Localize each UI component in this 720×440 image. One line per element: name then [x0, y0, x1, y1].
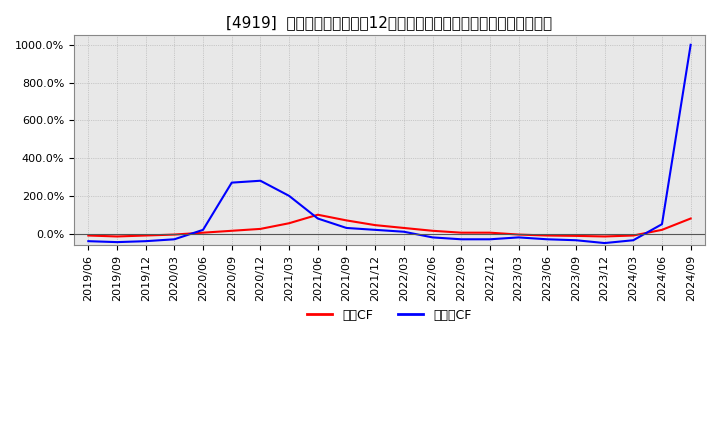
営業CF	[457, 230, 466, 235]
フリーCF	[112, 239, 121, 245]
フリーCF	[428, 235, 437, 240]
フリーCF	[543, 237, 552, 242]
フリーCF	[84, 238, 93, 244]
営業CF	[514, 232, 523, 237]
フリーCF	[342, 225, 351, 231]
フリーCF	[170, 237, 179, 242]
営業CF	[256, 226, 265, 231]
Line: フリーCF: フリーCF	[89, 45, 690, 243]
Legend: 営業CF, フリーCF: 営業CF, フリーCF	[302, 304, 477, 327]
Line: 営業CF: 営業CF	[89, 215, 690, 236]
営業CF	[141, 233, 150, 238]
営業CF	[657, 227, 666, 232]
営業CF	[485, 230, 494, 235]
フリーCF	[313, 216, 322, 221]
フリーCF	[141, 238, 150, 244]
フリーCF	[199, 227, 207, 232]
フリーCF	[629, 238, 638, 243]
フリーCF	[572, 238, 580, 243]
Title: [4919]  キャッシュフローの12か月移動合計の対前年同期増減率の推移: [4919] キャッシュフローの12か月移動合計の対前年同期増減率の推移	[226, 15, 552, 30]
フリーCF	[228, 180, 236, 185]
営業CF	[371, 223, 379, 228]
営業CF	[686, 216, 695, 221]
営業CF	[285, 220, 294, 226]
営業CF	[629, 233, 638, 238]
営業CF	[228, 228, 236, 234]
フリーCF	[600, 240, 609, 246]
フリーCF	[657, 222, 666, 227]
営業CF	[572, 233, 580, 238]
フリーCF	[514, 235, 523, 240]
フリーCF	[400, 229, 408, 235]
営業CF	[112, 234, 121, 239]
フリーCF	[371, 227, 379, 232]
フリーCF	[285, 193, 294, 198]
営業CF	[84, 233, 93, 238]
営業CF	[313, 212, 322, 217]
営業CF	[428, 228, 437, 234]
フリーCF	[457, 237, 466, 242]
営業CF	[342, 218, 351, 223]
フリーCF	[256, 178, 265, 183]
フリーCF	[485, 237, 494, 242]
フリーCF	[686, 42, 695, 48]
営業CF	[170, 232, 179, 237]
営業CF	[543, 233, 552, 238]
営業CF	[199, 230, 207, 235]
営業CF	[400, 225, 408, 231]
営業CF	[600, 234, 609, 239]
